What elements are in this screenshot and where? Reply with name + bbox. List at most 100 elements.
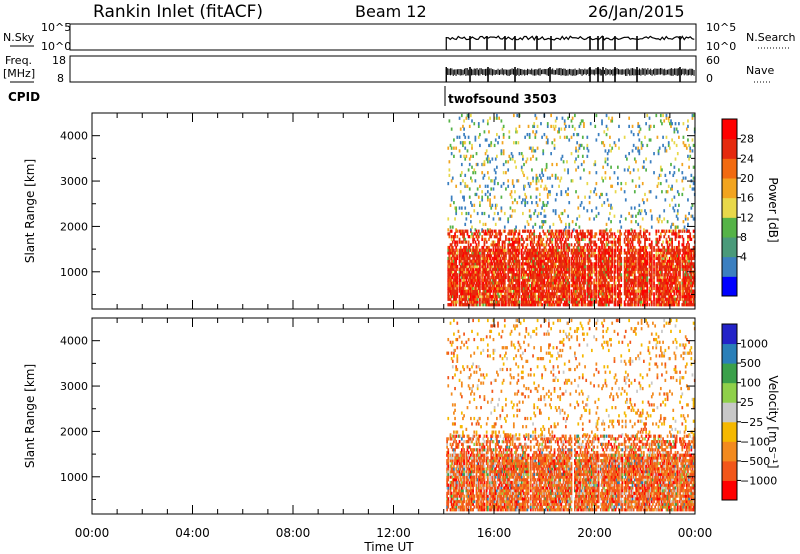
data-cell <box>536 262 539 266</box>
data-cell <box>670 124 672 129</box>
data-cell <box>541 248 543 252</box>
data-cell <box>475 275 478 280</box>
data-cell <box>566 267 568 271</box>
data-cell <box>466 264 469 269</box>
data-cell <box>456 240 459 244</box>
data-cell <box>589 278 592 282</box>
data-cell <box>473 294 476 299</box>
data-cell <box>455 211 458 216</box>
data-cell <box>507 284 510 288</box>
data-cell <box>640 297 643 301</box>
data-cell <box>584 300 586 304</box>
data-cell <box>537 243 540 247</box>
data-cell <box>661 259 663 263</box>
data-cell <box>602 235 605 239</box>
data-cell <box>477 286 480 290</box>
data-cell <box>671 138 673 142</box>
data-cell <box>548 286 550 290</box>
data-cell <box>601 303 603 307</box>
data-cell <box>566 256 568 261</box>
data-cell <box>623 256 626 261</box>
data-cell <box>535 176 538 180</box>
data-cell <box>557 270 559 274</box>
data-cell <box>672 229 675 233</box>
data-cell <box>631 149 634 153</box>
data-cell <box>548 278 550 282</box>
data-cell <box>554 232 557 236</box>
data-cell <box>598 278 601 282</box>
data-cell <box>462 297 464 301</box>
data-cell <box>581 303 584 307</box>
data-cell <box>633 270 636 274</box>
data-cell <box>653 273 655 277</box>
data-cell <box>618 267 620 271</box>
data-cell <box>594 292 597 296</box>
data-cell <box>549 303 551 307</box>
data-cell <box>460 264 463 269</box>
data-cell <box>520 286 523 290</box>
data-cell <box>605 273 608 277</box>
data-cell <box>656 264 659 269</box>
data-cell <box>525 278 528 282</box>
data-cell <box>494 278 497 282</box>
data-cell <box>494 286 497 290</box>
data-cell <box>491 229 494 233</box>
data-cell <box>533 264 536 269</box>
data-cell <box>524 300 527 304</box>
data-cell <box>564 300 567 304</box>
data-cell <box>515 262 517 266</box>
data-cell <box>611 232 614 236</box>
data-cell <box>474 289 477 293</box>
data-cell <box>587 273 590 277</box>
data-cell <box>501 245 504 250</box>
data-cell <box>648 124 651 129</box>
data-cell <box>474 270 477 274</box>
data-cell <box>537 284 540 288</box>
data-cell <box>481 259 484 263</box>
data-cell <box>511 294 514 299</box>
data-cell <box>635 184 637 188</box>
data-cell <box>525 284 528 288</box>
data-cell <box>657 245 660 250</box>
data-cell <box>570 292 573 296</box>
data-cell <box>671 245 673 250</box>
data-cell <box>551 275 554 280</box>
data-cell <box>558 289 560 293</box>
data-cell <box>570 284 573 288</box>
data-cell <box>568 235 571 239</box>
data-cell <box>561 211 564 216</box>
data-cell <box>562 264 565 269</box>
data-cell <box>520 267 523 271</box>
data-cell <box>575 303 577 307</box>
data-cell <box>503 259 506 263</box>
data-cell <box>594 294 597 299</box>
data-cell <box>460 254 463 258</box>
data-cell <box>483 297 486 301</box>
data-cell <box>572 289 575 293</box>
data-cell <box>552 303 555 307</box>
data-cell <box>664 173 667 178</box>
data-cell <box>459 141 462 145</box>
data-cell <box>603 251 606 255</box>
data-cell <box>576 270 579 274</box>
data-cell <box>540 256 542 261</box>
data-cell <box>468 281 471 285</box>
data-cell <box>489 198 491 202</box>
data-cell <box>551 303 554 307</box>
data-cell <box>631 264 634 269</box>
data-cell <box>576 254 579 258</box>
data-cell <box>626 294 628 299</box>
data-cell <box>597 284 600 288</box>
data-cell <box>665 270 668 274</box>
data-cell <box>514 198 516 202</box>
data-cell <box>628 275 631 280</box>
data-cell <box>463 198 465 202</box>
data-cell <box>471 292 473 296</box>
data-cell <box>662 113 664 118</box>
data-cell <box>665 237 668 241</box>
data-cell <box>661 286 663 290</box>
data-cell <box>511 237 514 241</box>
data-cell <box>562 235 565 239</box>
data-cell <box>542 256 545 261</box>
data-cell <box>661 229 663 233</box>
